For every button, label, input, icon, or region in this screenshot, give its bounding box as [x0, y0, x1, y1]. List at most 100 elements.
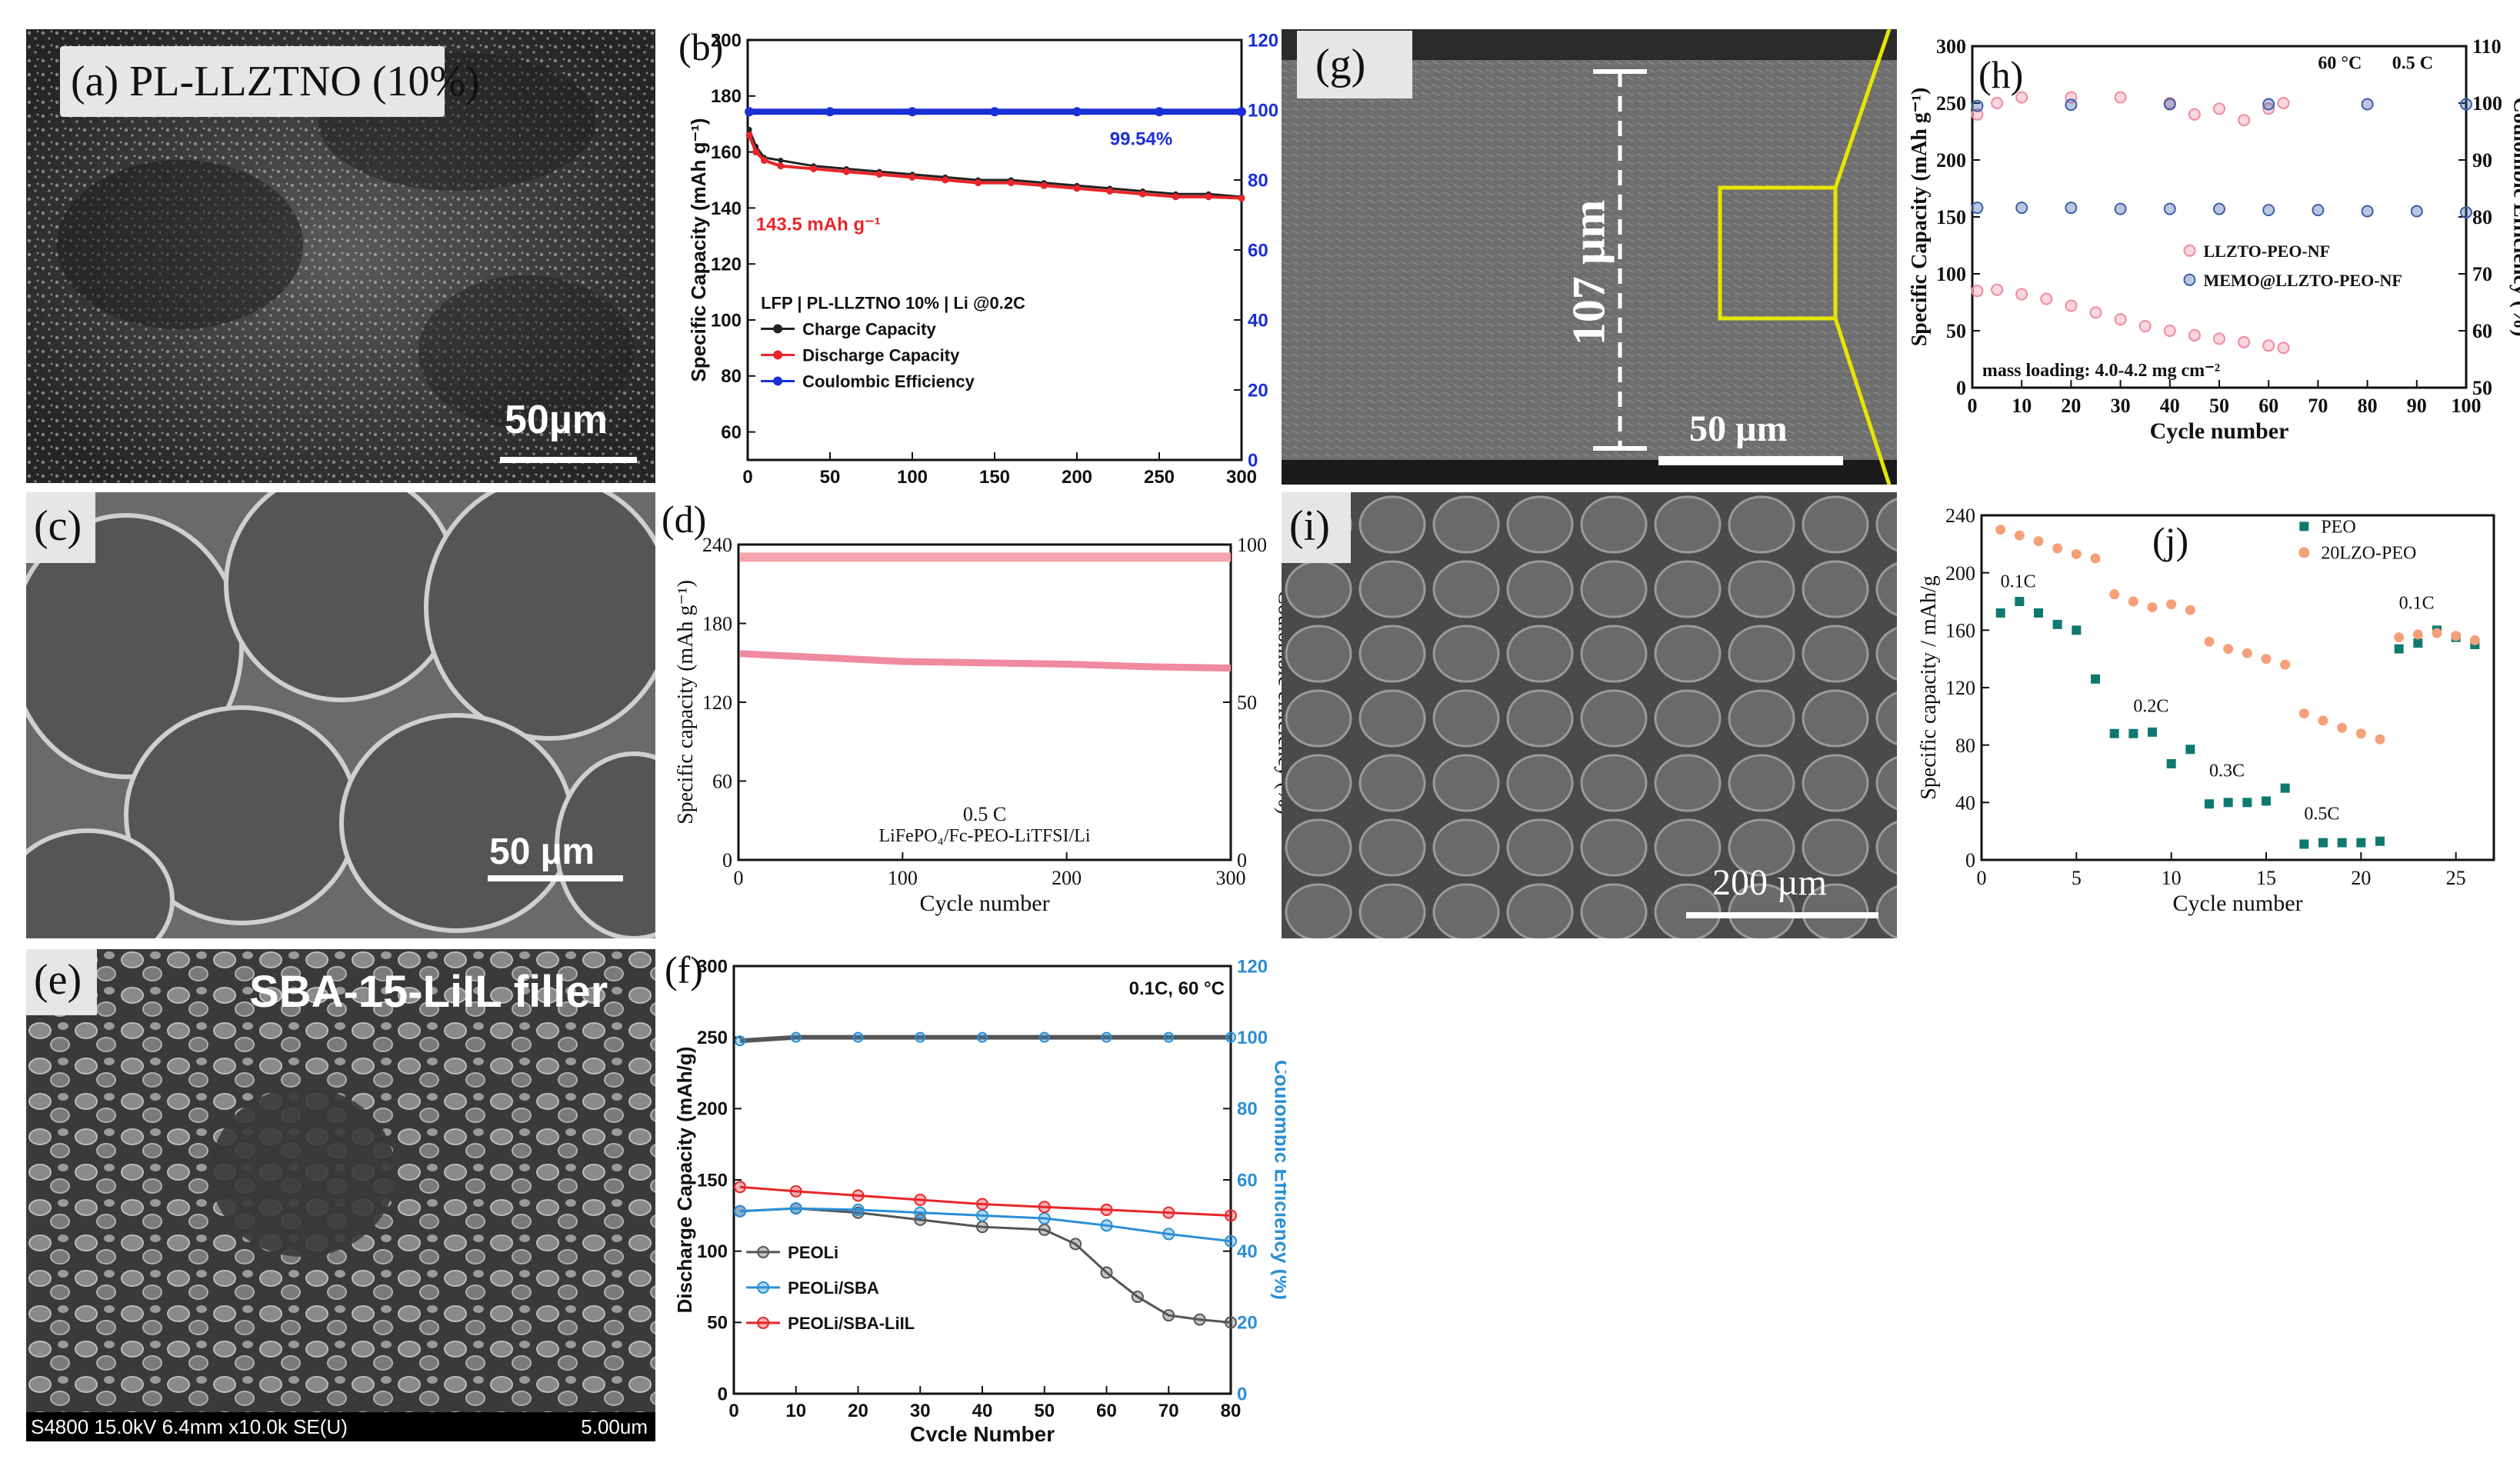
series-lzo-point	[2204, 636, 2215, 647]
panel-e-footer-right: 5.00um	[581, 1415, 648, 1438]
series-peo-point	[1995, 608, 2005, 618]
y2-tick-label: 120	[1248, 30, 1278, 51]
series-llzto-point	[1991, 283, 2004, 296]
series-peoli-sba-liil-point	[1225, 1209, 1237, 1222]
chart-h: 0 10 20 30 40 50 60 70 80 90 100050100150200250300…	[1908, 35, 2520, 444]
legend-label: 20LZO-PEO	[2321, 543, 2416, 563]
series-ce-point	[1101, 1031, 1112, 1043]
series-peo-point	[2262, 796, 2271, 806]
series-memo-point	[1971, 202, 1984, 215]
series-discharge-point	[1073, 185, 1081, 192]
y2-tick-label: 80	[1237, 1099, 1258, 1120]
annotation-rate: 0.2C	[2133, 697, 2168, 717]
x-tick-label: 0	[1977, 867, 1987, 889]
series-peoli-sba-liil-line	[739, 1185, 1232, 1217]
y-tick-label: 300	[1936, 35, 1966, 58]
series-peo-point	[2185, 745, 2195, 755]
legend-label: PEOLi/SBA	[788, 1278, 879, 1298]
series-peoli-sba-point	[914, 1206, 927, 1219]
series-peoli-sba-point	[734, 1204, 747, 1218]
y2-tick-label: 80	[1248, 170, 1268, 191]
panel-i-label: (i)	[1289, 502, 1330, 550]
series-lzo-point	[2318, 715, 2328, 726]
series-lzo-point	[2412, 629, 2423, 640]
series-lzo-point	[2128, 596, 2138, 607]
x-tick-label: 20	[2061, 395, 2081, 417]
x-tick-label: 300	[1216, 867, 1246, 889]
series-lzo-point	[2052, 543, 2063, 554]
y2-tick-label: 20	[1248, 380, 1268, 401]
series-peoli-sba-liil-point	[852, 1189, 865, 1202]
series-ce-point	[1072, 107, 1082, 117]
x-tick-label: 60	[1096, 1401, 1117, 1421]
y2-tick-label: 50	[1237, 691, 1257, 714]
panel-c-label: (c)	[34, 502, 82, 550]
x-tick-label: 60	[2258, 395, 2278, 417]
series-lzo-point	[2109, 589, 2120, 600]
series-charge-line	[748, 128, 1242, 198]
series-discharge-point	[777, 162, 785, 170]
y-tick-label: 150	[697, 1170, 728, 1191]
series-capacity-line	[739, 650, 1232, 672]
series-charge-point	[778, 158, 784, 164]
x-tick-label: 100	[897, 467, 928, 488]
x-axis-label: Cycle number	[2172, 891, 2302, 916]
legend-marker	[757, 1316, 770, 1329]
series-lzo-point	[2375, 734, 2385, 745]
plot-frame	[746, 38, 1243, 461]
y-tick-label: 200	[1945, 562, 1975, 585]
series-lzo-point	[2090, 553, 2101, 564]
series-peoli-sba-point	[1225, 1234, 1237, 1248]
panel-i-scale-text: 200 µm	[1712, 862, 1827, 903]
series-llzto-point	[2015, 288, 2028, 301]
y2-tick-label: 120	[1237, 956, 1268, 977]
panel-g-micrograph	[1282, 29, 1897, 485]
series-discharge-point	[975, 179, 982, 187]
series-discharge-point	[1205, 193, 1212, 201]
series-llzto-point	[2114, 313, 2127, 326]
y-axis-label: Discharge Capacity (mAh/g)	[673, 1047, 696, 1314]
panel-f: 0 10 20 30 40 50 60 70 80 0 50 100 150 200 250 300 0 20 40…	[655, 949, 1286, 1441]
y2-tick-label: 110	[2472, 35, 2502, 58]
series-memo-point	[2114, 202, 2127, 215]
y2-tick-label: 0	[1248, 450, 1258, 471]
x-tick-label: 100	[888, 867, 918, 889]
x-tick-label: 70	[2308, 395, 2328, 417]
y-tick-label: 120	[711, 255, 742, 275]
series-peoli-point	[976, 1221, 988, 1234]
series-peoli-sba-liil-point	[789, 1184, 802, 1198]
series-lzo-point	[2147, 601, 2158, 612]
series-peoli-sba-liil-point	[1162, 1206, 1175, 1219]
x-tick-label: 10	[2162, 867, 2182, 889]
series-peo-point	[2109, 728, 2119, 738]
series-discharge-point	[875, 171, 883, 178]
y-tick-label: 50	[1946, 320, 1966, 342]
series-lzo-point	[2298, 708, 2309, 719]
y-tick-label: 250	[1936, 92, 1966, 115]
series-peo-point	[2280, 783, 2290, 793]
series-ce-point	[1163, 1031, 1175, 1043]
y2-axis-label: Coulombic Efficiency (%)	[2508, 97, 2520, 336]
legend-marker	[773, 324, 783, 334]
y2-tick-label: 60	[1237, 1170, 1258, 1191]
x-tick-label: 80	[2358, 395, 2378, 417]
y-tick-label: 0	[718, 1384, 728, 1404]
x-tick-label: 150	[979, 467, 1010, 488]
panel-d: 0 100 200 300 0 60 120 180 240 0 50 100 Cycle number…	[655, 492, 1286, 954]
annotation-rate: 0.1C	[2001, 571, 2036, 591]
x-axis-label: Cycle Number	[910, 1422, 1055, 1441]
legend-title: LFP | PL-LLZTNO 10% | Li @0.2C	[761, 293, 1025, 312]
series-peo-point	[2337, 838, 2347, 848]
legend-marker	[757, 1281, 770, 1294]
series-peoli-sba-line	[739, 1207, 1232, 1243]
series-discharge-point	[1139, 190, 1147, 198]
series-memo-ce-point	[1971, 99, 1984, 112]
series-discharge-point	[842, 168, 850, 175]
legend-label: Discharge Capacity	[802, 345, 960, 365]
x-tick-label: 25	[2446, 867, 2466, 889]
series-peo-point	[2034, 608, 2043, 618]
series-llzto-point	[2138, 320, 2152, 333]
series-llzto-ce-point	[2015, 91, 2028, 104]
x-tick-label: 30	[910, 1401, 931, 1421]
y-tick-label: 200	[697, 1099, 728, 1120]
